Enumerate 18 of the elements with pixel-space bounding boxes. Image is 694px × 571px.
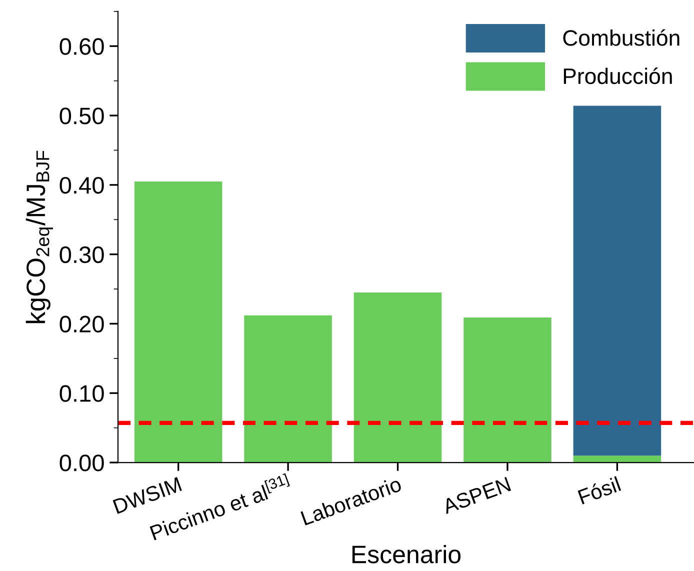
y-tick-label: 0.10: [60, 385, 104, 402]
y-tick-label: 0.40: [60, 176, 104, 194]
bar: [464, 317, 552, 463]
legend-label: Producción: [564, 68, 672, 84]
y-tick-label: 0.60: [60, 38, 104, 55]
bar: [354, 292, 442, 463]
bar: [573, 106, 662, 456]
x-tick-label: Fósil: [577, 476, 622, 505]
bar: [573, 456, 662, 463]
legend-label: Combustión: [563, 29, 680, 46]
y-tick-label: 0.20: [60, 316, 104, 332]
y-tick-label: 0.50: [60, 108, 104, 124]
bar: [244, 315, 332, 463]
bar: [134, 181, 222, 463]
x-axis-title: Escenario: [352, 544, 461, 564]
y-axis-title: kgCO$_{2eq}$/MJ$_{BJF}$: [26, 150, 53, 324]
y-tick-label: 0.00: [60, 454, 104, 472]
y-tick-label: 0.30: [60, 246, 104, 264]
